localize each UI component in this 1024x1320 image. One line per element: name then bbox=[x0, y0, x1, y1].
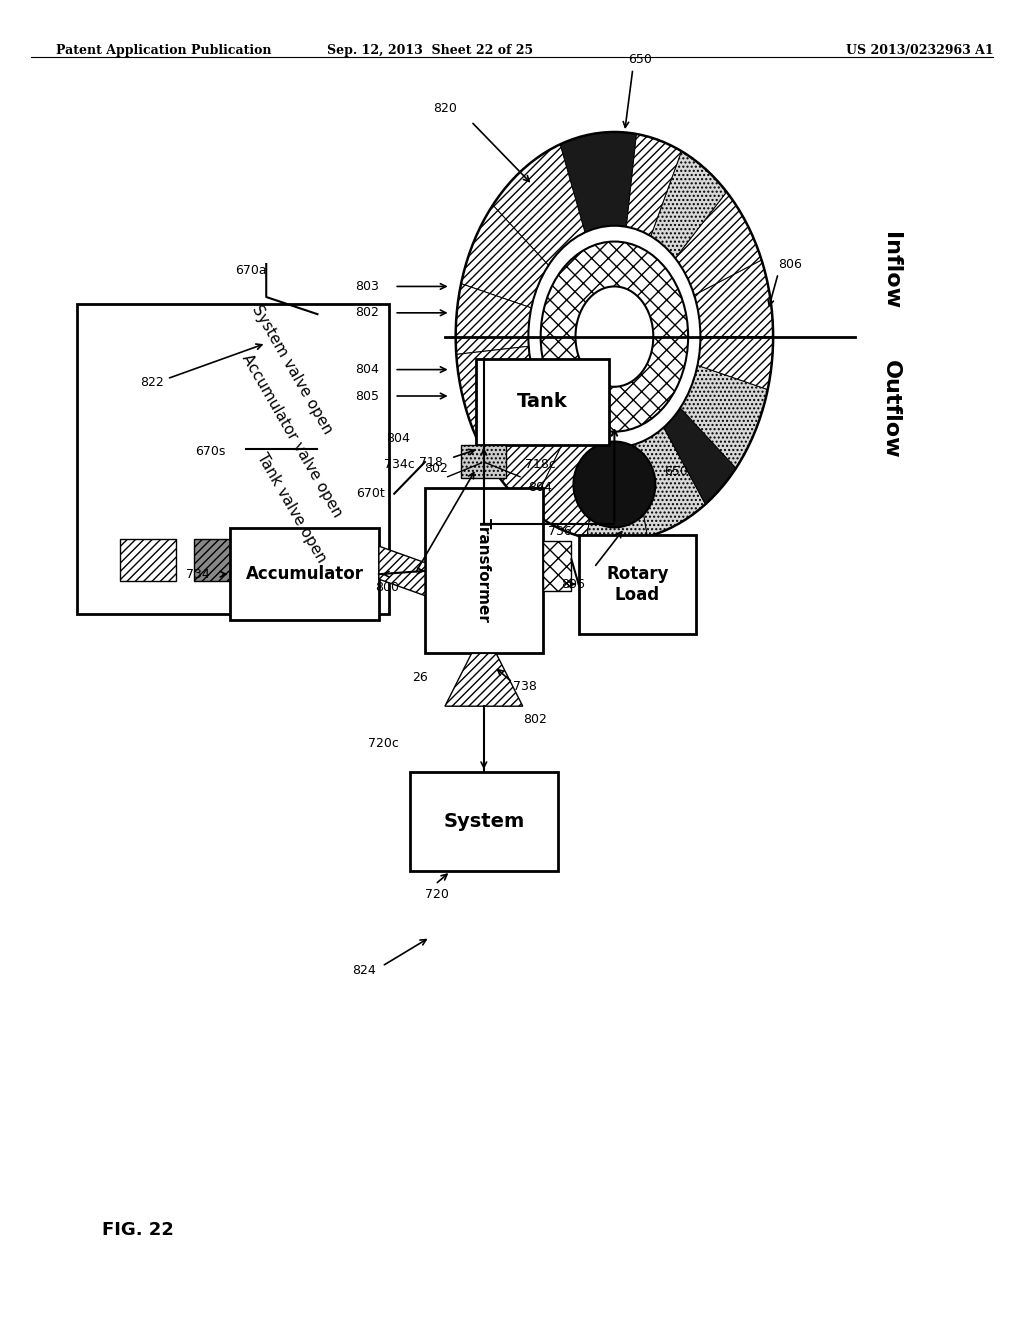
Wedge shape bbox=[587, 429, 647, 541]
Text: 804: 804 bbox=[386, 432, 410, 445]
FancyBboxPatch shape bbox=[461, 445, 506, 478]
Text: Tank valve open: Tank valve open bbox=[254, 451, 330, 565]
FancyBboxPatch shape bbox=[77, 304, 389, 614]
FancyBboxPatch shape bbox=[476, 359, 609, 445]
Text: 800: 800 bbox=[376, 581, 399, 594]
Circle shape bbox=[575, 286, 653, 387]
Text: 718: 718 bbox=[419, 455, 442, 469]
Text: 802: 802 bbox=[424, 462, 449, 475]
Text: Patent Application Publication: Patent Application Publication bbox=[56, 44, 271, 57]
Text: 720: 720 bbox=[425, 888, 449, 902]
Text: 720c: 720c bbox=[369, 737, 399, 750]
Text: 802: 802 bbox=[355, 306, 379, 319]
Polygon shape bbox=[379, 546, 425, 595]
Text: 804: 804 bbox=[355, 363, 379, 376]
FancyBboxPatch shape bbox=[120, 539, 176, 581]
Text: FIG. 22: FIG. 22 bbox=[102, 1221, 174, 1239]
FancyBboxPatch shape bbox=[230, 528, 379, 620]
Text: 670s: 670s bbox=[195, 445, 225, 458]
Text: 805: 805 bbox=[355, 389, 379, 403]
Text: 824: 824 bbox=[351, 964, 376, 977]
Text: 734c: 734c bbox=[384, 458, 415, 471]
Text: 804: 804 bbox=[528, 480, 552, 494]
FancyBboxPatch shape bbox=[267, 539, 324, 581]
Text: 650: 650 bbox=[664, 465, 688, 478]
FancyBboxPatch shape bbox=[425, 488, 543, 653]
Wedge shape bbox=[461, 205, 558, 312]
Circle shape bbox=[541, 242, 688, 432]
Wedge shape bbox=[645, 152, 727, 269]
Text: Sep. 12, 2013  Sheet 22 of 25: Sep. 12, 2013 Sheet 22 of 25 bbox=[327, 44, 534, 57]
FancyBboxPatch shape bbox=[579, 535, 696, 634]
FancyBboxPatch shape bbox=[543, 541, 571, 591]
Wedge shape bbox=[560, 132, 637, 247]
Text: Accumulator valve open: Accumulator valve open bbox=[239, 351, 345, 520]
Wedge shape bbox=[630, 414, 706, 537]
Wedge shape bbox=[530, 417, 601, 539]
Wedge shape bbox=[625, 135, 682, 251]
Text: 736: 736 bbox=[548, 525, 571, 537]
Ellipse shape bbox=[573, 441, 655, 528]
Polygon shape bbox=[444, 653, 522, 706]
Wedge shape bbox=[456, 284, 543, 355]
Wedge shape bbox=[683, 260, 773, 337]
Text: Rotary
Load: Rotary Load bbox=[606, 565, 669, 603]
FancyBboxPatch shape bbox=[194, 539, 250, 581]
Wedge shape bbox=[656, 397, 736, 504]
Circle shape bbox=[528, 226, 700, 447]
Text: 806: 806 bbox=[561, 578, 586, 591]
Text: 820: 820 bbox=[433, 102, 458, 115]
Text: Accumulator: Accumulator bbox=[246, 565, 364, 583]
Wedge shape bbox=[667, 191, 762, 301]
Text: 803: 803 bbox=[355, 280, 379, 293]
Wedge shape bbox=[671, 362, 768, 469]
Text: 670a: 670a bbox=[236, 264, 266, 277]
Wedge shape bbox=[493, 144, 589, 276]
Text: Outflow: Outflow bbox=[881, 360, 901, 458]
Text: US 2013/0232963 A1: US 2013/0232963 A1 bbox=[846, 44, 993, 57]
Text: 734: 734 bbox=[186, 568, 210, 581]
Text: Tank: Tank bbox=[517, 392, 568, 412]
Text: System: System bbox=[443, 812, 524, 832]
Text: Inflow: Inflow bbox=[881, 232, 901, 309]
Text: 718c: 718c bbox=[524, 458, 556, 471]
Wedge shape bbox=[457, 345, 554, 454]
FancyBboxPatch shape bbox=[410, 772, 558, 871]
Text: Transformer: Transformer bbox=[476, 519, 492, 623]
Text: System valve open: System valve open bbox=[249, 302, 335, 437]
Text: 822: 822 bbox=[139, 376, 164, 389]
Text: 738: 738 bbox=[513, 680, 537, 693]
Text: 670t: 670t bbox=[356, 487, 385, 500]
Text: 26: 26 bbox=[412, 671, 428, 684]
Wedge shape bbox=[484, 391, 575, 510]
Text: 802: 802 bbox=[523, 713, 547, 726]
Wedge shape bbox=[686, 337, 773, 389]
Text: 806: 806 bbox=[778, 257, 802, 271]
Text: 650: 650 bbox=[628, 53, 652, 66]
